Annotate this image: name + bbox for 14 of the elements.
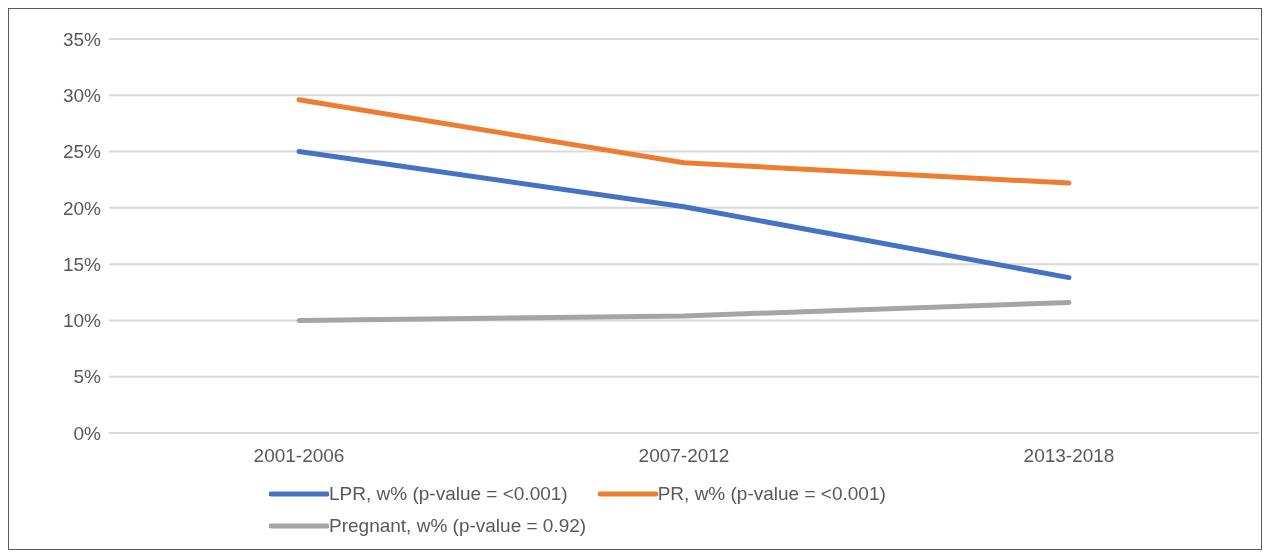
y-tick-label: 5% — [73, 366, 102, 388]
y-tick-label: 15% — [62, 253, 102, 275]
y-tick-label: 0% — [73, 422, 102, 444]
y-tick-label: 35% — [62, 28, 102, 50]
x-tick-label: 2001-2006 — [253, 445, 345, 467]
x-tick-label: 2013-2018 — [1023, 445, 1115, 467]
y-tick-label: 30% — [62, 85, 102, 107]
legend-label: Pregnant, w% (p-value = 0.92) — [329, 515, 587, 537]
legend-label: PR, w% (p-value = <0.001) — [657, 483, 886, 505]
y-tick-label: 10% — [62, 310, 102, 332]
legend-label: LPR, w% (p-value = <0.001) — [329, 483, 568, 505]
y-tick-label: 20% — [62, 197, 102, 219]
x-tick-label: 2007-2012 — [638, 445, 730, 467]
y-tick-label: 25% — [62, 141, 102, 163]
